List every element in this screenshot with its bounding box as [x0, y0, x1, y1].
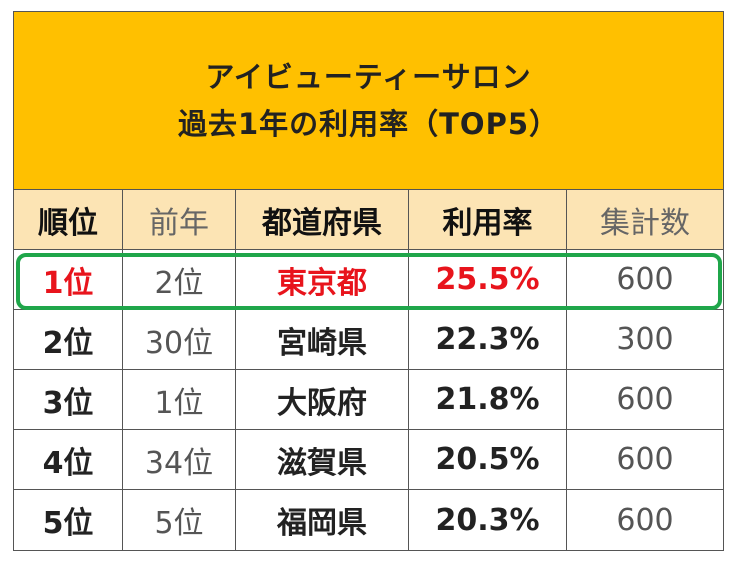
table-row-3-prev: 1位	[123, 370, 236, 430]
table-row-5-prefecture: 福岡県	[236, 490, 409, 550]
title-line-2: 過去1年の利用率（TOP5）	[177, 106, 560, 141]
table-row-5-count: 600	[616, 502, 674, 538]
ranking-table: アイビューティーサロン 過去1年の利用率（TOP5） 順位 前年 都道府県 利用…	[13, 11, 724, 551]
table-row-3-rank: 3位	[14, 370, 123, 430]
table-row-2-prefecture: 宮崎県	[236, 310, 409, 370]
table-row-3-prefecture: 大阪府	[236, 370, 409, 430]
column-header-prefecture: 都道府県	[236, 190, 409, 250]
table-grid: 順位 前年 都道府県 利用率 集計数 1位 2位 東京都 25.5% 600 2…	[14, 190, 723, 550]
table-row-4-count: 600	[567, 430, 723, 490]
column-header-prev-year: 前年	[123, 190, 236, 250]
table-title-block: アイビューティーサロン 過去1年の利用率（TOP5）	[14, 12, 723, 190]
table-row-1-prefecture: 東京都	[236, 250, 409, 310]
table-row-2-prev: 30位	[123, 310, 236, 370]
table-row-4-rate: 20.5%	[409, 430, 567, 490]
table-row-2-count: 300	[567, 310, 723, 370]
table-row-3-rate: 21.8%	[409, 370, 567, 430]
table-row-1-rank: 1位	[14, 250, 123, 310]
table-row-5-prev: 5位	[123, 490, 236, 550]
table-row-2-rank: 2位	[14, 310, 123, 370]
top-row-highlight-box	[16, 253, 722, 310]
column-header-usage-rate: 利用率	[409, 190, 567, 250]
table-row-5-rank: 5位	[14, 490, 123, 550]
column-header-rank: 順位	[14, 190, 123, 250]
table-row-4-prev: 34位	[123, 430, 236, 490]
table-row-2-rate: 22.3%	[409, 310, 567, 370]
table-row-4-prefecture: 滋賀県	[236, 430, 409, 490]
column-header-count: 集計数	[567, 190, 723, 250]
table-row-3-count: 600	[567, 370, 723, 430]
title-line-1: アイビューティーサロン	[205, 60, 532, 95]
table-row-4-rank: 4位	[14, 430, 123, 490]
table-row-1-rate: 25.5%	[409, 250, 567, 310]
table-row-5-rate: 20.3%	[409, 490, 567, 550]
